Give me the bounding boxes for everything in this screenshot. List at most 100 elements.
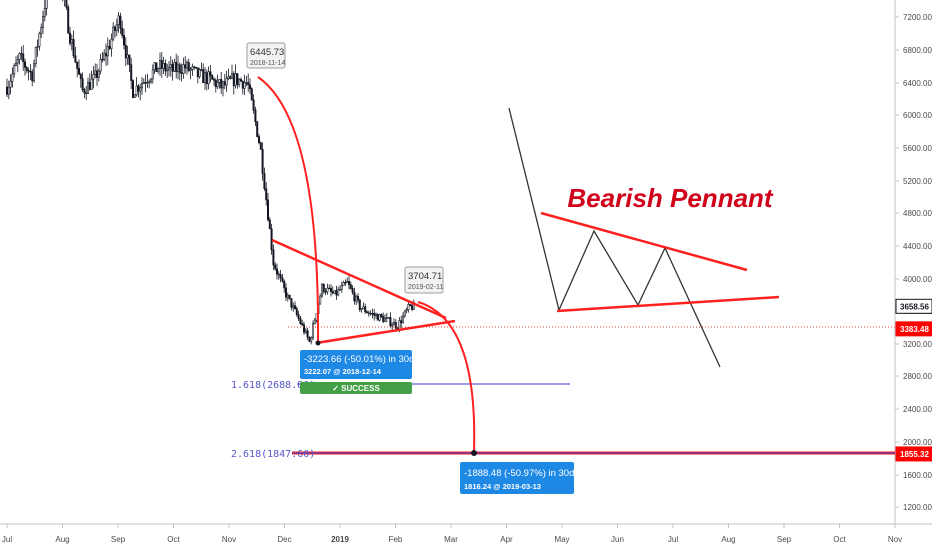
candle-body bbox=[344, 282, 347, 284]
candle-body bbox=[324, 291, 327, 293]
candle-body bbox=[337, 289, 340, 296]
x-tick-label: Nov bbox=[222, 535, 236, 544]
pennant-upper-trendline[interactable] bbox=[271, 238, 447, 320]
candle-body bbox=[211, 75, 214, 80]
x-tick-label: Jun bbox=[611, 535, 624, 544]
candle-body bbox=[231, 73, 234, 79]
candle-body bbox=[329, 287, 332, 292]
candle-body bbox=[69, 32, 72, 44]
candle-body bbox=[195, 66, 198, 69]
candle-body bbox=[171, 64, 174, 72]
candle-body bbox=[257, 136, 260, 143]
drop-arc-1[interactable] bbox=[257, 76, 320, 344]
x-tick-label: 2019 bbox=[331, 535, 349, 544]
pattern-title: Bearish Pennant bbox=[567, 183, 774, 213]
candle-body bbox=[319, 295, 322, 305]
candle-body bbox=[162, 63, 165, 69]
y-tick-label: 1600.00 bbox=[903, 471, 932, 480]
candle-body bbox=[142, 82, 145, 84]
y-tick-label: 2800.00 bbox=[903, 372, 932, 381]
x-tick-label: Aug bbox=[55, 535, 69, 544]
candle-body bbox=[274, 264, 277, 270]
candle-body bbox=[146, 82, 149, 84]
candle-body bbox=[356, 295, 359, 301]
candle-body bbox=[96, 70, 99, 78]
schematic-zigzag-path[interactable] bbox=[508, 107, 721, 368]
candle-body bbox=[243, 82, 246, 89]
candle-body bbox=[290, 298, 293, 308]
candle-body bbox=[18, 53, 21, 60]
high-label-nov[interactable]: 6445.73 2018-11-14 bbox=[246, 42, 286, 69]
candle-body bbox=[168, 66, 171, 70]
candle-body bbox=[256, 121, 259, 137]
candle-body bbox=[117, 15, 120, 25]
candle-body bbox=[385, 317, 388, 319]
candle-body bbox=[16, 59, 19, 64]
candle-body bbox=[119, 15, 122, 29]
candle-body bbox=[311, 323, 314, 339]
candle-body bbox=[159, 59, 162, 69]
candle-body bbox=[322, 284, 325, 292]
candle-body bbox=[288, 294, 291, 299]
x-tick-label: Jul bbox=[2, 535, 12, 544]
candle-body bbox=[92, 74, 95, 80]
candle-body bbox=[88, 81, 91, 90]
candle-body bbox=[310, 337, 313, 342]
schematic-lower-line[interactable] bbox=[556, 295, 780, 313]
price-tag-label: 1855.32 bbox=[900, 450, 929, 459]
candle-body bbox=[205, 72, 208, 85]
success-badge-box bbox=[300, 382, 412, 394]
schematic-upper-line[interactable] bbox=[540, 211, 748, 272]
candle-body bbox=[22, 53, 25, 63]
candle-body bbox=[238, 79, 241, 85]
candle-body bbox=[313, 319, 316, 325]
drop-callout-2-box bbox=[460, 462, 574, 494]
candle-body bbox=[144, 82, 147, 84]
fib-level-1618-label: 1.618(2688.80) bbox=[231, 380, 315, 391]
drop-callout-1[interactable]: -3223.66 (-50.01%) in 30d 3222.07 @ 2018… bbox=[300, 350, 414, 379]
candle-body bbox=[74, 55, 77, 63]
candle-body bbox=[11, 73, 14, 82]
candle-body bbox=[150, 78, 153, 82]
candle-body bbox=[247, 82, 250, 86]
candle-body bbox=[360, 308, 363, 310]
high-label-feb[interactable]: 3704.71 2019-02-11 bbox=[404, 266, 444, 294]
pennant-lower-trendline[interactable] bbox=[315, 319, 456, 345]
time-axis[interactable]: Jul Aug Sep Oct Nov Dec 2019 Feb Mar Apr May Jun Jul… bbox=[2, 524, 902, 544]
candle-body bbox=[132, 80, 135, 98]
y-tick-label: 3200.00 bbox=[903, 340, 932, 349]
candle-body bbox=[263, 173, 266, 189]
candle-body bbox=[259, 142, 262, 150]
candle-body bbox=[209, 71, 212, 76]
candle-body bbox=[398, 320, 401, 330]
candle-body bbox=[41, 16, 44, 28]
candle-body bbox=[376, 314, 379, 321]
candle-body bbox=[272, 249, 275, 266]
price-axis[interactable]: 1200.00 1600.00 2000.00 2400.00 2800.00 3200.… bbox=[895, 13, 932, 512]
candle-body bbox=[175, 62, 178, 72]
y-tick-label: 2400.00 bbox=[903, 405, 932, 414]
candle-body bbox=[283, 280, 286, 289]
target-point-marker bbox=[471, 450, 477, 456]
success-badge-label: ✓ SUCCESS bbox=[332, 384, 380, 393]
drop-arc-2[interactable] bbox=[417, 301, 476, 453]
candle-body bbox=[178, 64, 181, 73]
candle-body bbox=[180, 72, 183, 74]
candle-body bbox=[301, 323, 304, 326]
candle-body bbox=[114, 26, 117, 31]
candle-body bbox=[234, 73, 237, 87]
candle-body bbox=[373, 313, 376, 316]
candle-body bbox=[43, 8, 46, 17]
candle-body bbox=[76, 61, 79, 69]
candle-body bbox=[196, 67, 199, 77]
x-tick-label: Sep bbox=[111, 535, 126, 544]
candle-body bbox=[227, 76, 230, 79]
success-badge[interactable]: ✓ SUCCESS bbox=[300, 382, 412, 394]
y-tick-label: 4400.00 bbox=[903, 242, 932, 251]
drop-callout-2[interactable]: -1888.48 (-50.97%) in 30d 1816.24 @ 2019… bbox=[460, 462, 574, 494]
drop-callout-1-box bbox=[300, 350, 412, 379]
candle-body bbox=[184, 64, 187, 69]
x-tick-label: Dec bbox=[277, 535, 291, 544]
